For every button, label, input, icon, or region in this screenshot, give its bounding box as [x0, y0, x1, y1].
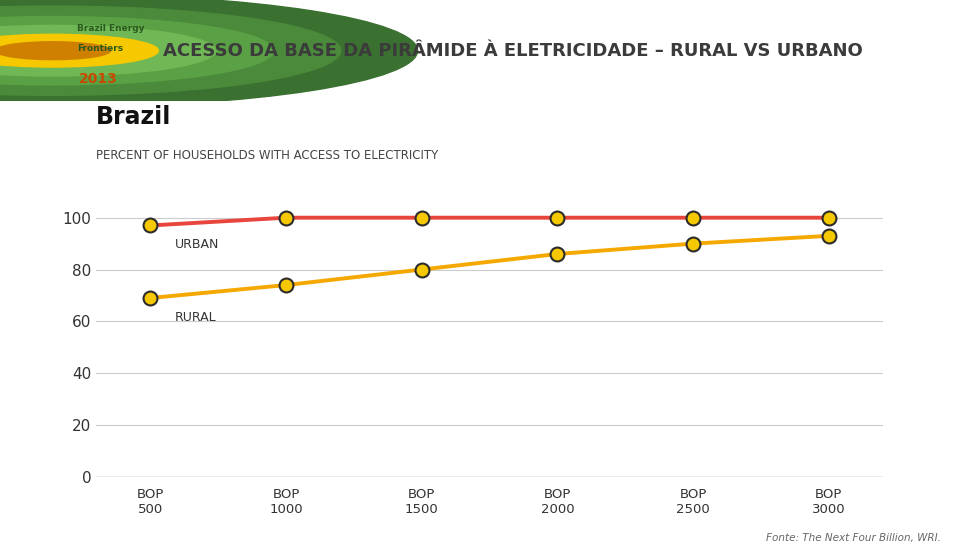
Text: Fonte: The Next Four Billion, WRI.: Fonte: The Next Four Billion, WRI.: [766, 533, 941, 543]
Text: 2013: 2013: [79, 72, 117, 86]
Ellipse shape: [0, 42, 110, 60]
Ellipse shape: [0, 35, 158, 67]
Text: Frontiers: Frontiers: [77, 44, 123, 53]
Ellipse shape: [0, 6, 341, 95]
Text: URBAN: URBAN: [175, 238, 219, 252]
Ellipse shape: [0, 0, 418, 107]
Text: ACESSO DA BASE DA PIRÂMIDE À ELETRICIDADE – RURAL VS URBANO: ACESSO DA BASE DA PIRÂMIDE À ELETRICIDAD…: [163, 42, 863, 60]
Text: Brazil Energy: Brazil Energy: [77, 24, 144, 33]
Text: RURAL: RURAL: [175, 311, 216, 324]
Text: Brazil: Brazil: [96, 105, 172, 129]
FancyBboxPatch shape: [0, 0, 149, 101]
Ellipse shape: [0, 25, 216, 76]
Text: PERCENT OF HOUSEHOLDS WITH ACCESS TO ELECTRICITY: PERCENT OF HOUSEHOLDS WITH ACCESS TO ELE…: [96, 149, 439, 162]
Ellipse shape: [0, 16, 274, 85]
